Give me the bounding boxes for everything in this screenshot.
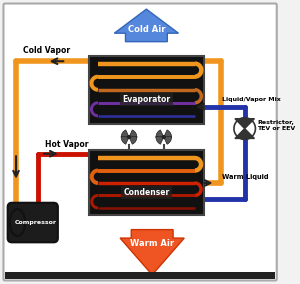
Text: Hot Vapor: Hot Vapor <box>45 140 89 149</box>
FancyBboxPatch shape <box>8 203 58 242</box>
Polygon shape <box>120 229 184 275</box>
Text: Evaporator: Evaporator <box>122 95 170 105</box>
Text: Cold Air: Cold Air <box>128 25 165 34</box>
FancyBboxPatch shape <box>5 272 275 279</box>
Text: Cold Vapor: Cold Vapor <box>23 46 70 55</box>
Text: Warm Air: Warm Air <box>130 239 174 248</box>
Wedge shape <box>129 130 137 138</box>
Ellipse shape <box>10 209 25 236</box>
Text: Liquid/Vapor Mix: Liquid/Vapor Mix <box>222 97 281 103</box>
Polygon shape <box>235 119 254 129</box>
Wedge shape <box>164 136 172 144</box>
Wedge shape <box>156 130 164 138</box>
Text: Warm Liquid: Warm Liquid <box>222 174 269 179</box>
Circle shape <box>234 118 255 139</box>
FancyBboxPatch shape <box>88 151 204 216</box>
FancyBboxPatch shape <box>4 3 277 281</box>
Text: Restrictor,
TEV or EEV: Restrictor, TEV or EEV <box>257 120 296 131</box>
Text: Compressor: Compressor <box>15 220 57 225</box>
FancyBboxPatch shape <box>88 56 204 124</box>
Wedge shape <box>129 136 137 144</box>
Text: Condenser: Condenser <box>123 188 170 197</box>
Wedge shape <box>121 130 129 138</box>
Wedge shape <box>121 136 129 144</box>
Polygon shape <box>235 129 254 139</box>
Wedge shape <box>164 130 172 138</box>
Circle shape <box>162 136 165 139</box>
Polygon shape <box>114 9 178 42</box>
Wedge shape <box>156 136 164 144</box>
Circle shape <box>128 136 130 139</box>
